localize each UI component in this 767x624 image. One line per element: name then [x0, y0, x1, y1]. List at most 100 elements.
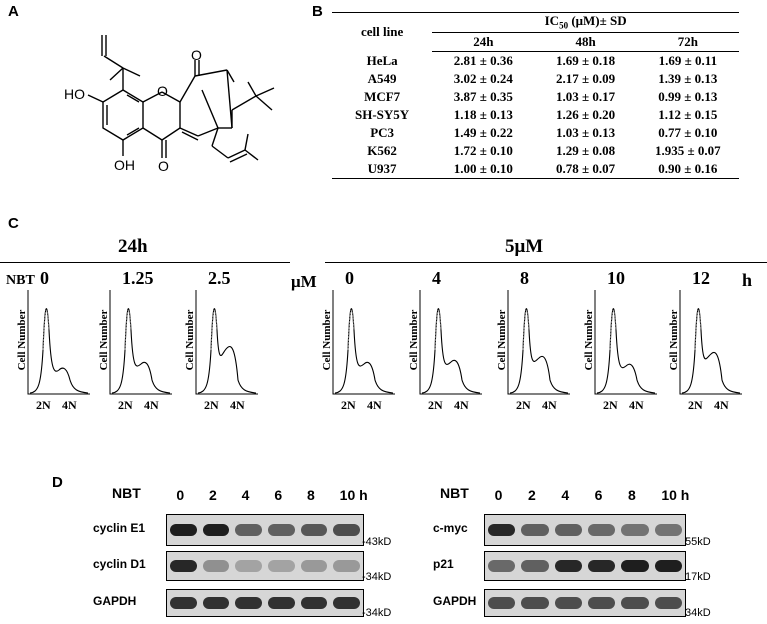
flow-xtick: 4N — [367, 398, 382, 412]
table-value: 1.72 ± 0.10 — [453, 143, 513, 158]
flow-rule-left — [0, 262, 290, 263]
table-value: 1.39 ± 0.13 — [658, 71, 718, 86]
table-header-cell-line: cell line — [360, 23, 404, 39]
blot-strip — [166, 589, 364, 617]
table-value: 0.99 ± 0.13 — [658, 89, 718, 104]
blot-band — [300, 560, 328, 572]
blot-band — [202, 560, 230, 572]
blot-band — [554, 560, 582, 572]
flow-histogram-plot — [195, 290, 258, 395]
table-col-24h: 24h — [432, 32, 535, 52]
flow-xtick: 2N — [603, 398, 618, 412]
table-cell-line: MCF7 — [364, 89, 401, 104]
blot-kd-marker: -34kD — [362, 571, 392, 583]
table-row: PC3 1.49 ± 0.22 1.03 ± 0.13 0.77 ± 0.10 — [332, 124, 739, 142]
flow-histogram-curve — [421, 308, 481, 394]
flow-histogram-plot — [507, 290, 570, 395]
blot-lane-label: 4 — [241, 487, 250, 503]
blot-band — [488, 560, 516, 572]
blot-band — [170, 597, 197, 609]
blot-lane-label: 6 — [274, 487, 283, 503]
blot-band — [621, 597, 649, 609]
flow-condition-label: 0 — [40, 268, 49, 288]
table-col-48h: 48h — [534, 32, 637, 52]
flow-xtick: 2N — [688, 398, 703, 412]
table-value: 1.69 ± 0.18 — [556, 53, 616, 68]
flow-xtick: 2N — [341, 398, 356, 412]
flow-xtick: 4N — [629, 398, 644, 412]
flow-xtick: 4N — [542, 398, 557, 412]
flow-histogram-panel: 0 Cell Number 2N 4N — [315, 266, 395, 416]
table-cell-line: A549 — [367, 71, 397, 86]
table-value: 1.03 ± 0.13 — [556, 125, 616, 140]
blot-band — [333, 560, 360, 572]
structure-label-o-ketone: O — [191, 47, 202, 63]
blot-lane-label: 10 h — [339, 487, 368, 503]
blot-lane-label: 6 — [594, 487, 603, 503]
table-row: U937 1.00 ± 0.10 0.78 ± 0.07 0.90 ± 0.16 — [332, 160, 739, 179]
blot-band — [235, 597, 262, 609]
table-value: 1.12 ± 0.15 — [658, 107, 718, 122]
blot-band — [300, 597, 328, 609]
ic50-table: cell line IC50 (μM)± SD 24h 48h 72h HeLa… — [332, 12, 739, 179]
table-cell-line: SH-SY5Y — [355, 107, 410, 122]
blot-band — [170, 524, 197, 536]
blot-band — [621, 560, 649, 572]
blot-band — [333, 597, 360, 609]
flow-xtick: 4N — [714, 398, 729, 412]
blot-band — [554, 597, 582, 609]
blot-band — [488, 597, 516, 609]
blot-band — [268, 597, 295, 609]
flow-histogram-panel: 10 Cell Number 2N 4N — [577, 266, 657, 416]
table-row: K562 1.72 ± 0.10 1.29 ± 0.08 1.935 ± 0.07 — [332, 142, 739, 160]
blot-strip — [484, 589, 686, 617]
table-cell-line: PC3 — [370, 125, 395, 140]
table-cell-line: HeLa — [366, 52, 398, 68]
blot-band — [521, 597, 549, 609]
table-value: 1.00 ± 0.10 — [453, 161, 513, 176]
table-value: 1.49 ± 0.22 — [453, 125, 513, 140]
blot-prefix-nbt: NBT — [440, 485, 469, 501]
flow-xtick: 2N — [36, 398, 51, 412]
flow-xtick: 2N — [516, 398, 531, 412]
blot-strip — [166, 514, 364, 546]
flow-condition-label: 2.5 — [208, 268, 231, 288]
flow-histogram-plot — [332, 290, 395, 395]
blot-band — [202, 597, 230, 609]
blot-lane-label: 4 — [561, 487, 570, 503]
blot-band — [588, 597, 616, 609]
flow-histogram-plot — [109, 290, 172, 395]
flow-histogram-panel: 12 Cell Number 2N 4N — [662, 266, 742, 416]
flow-histogram-panel: 0 Cell Number 2N 4N — [10, 266, 90, 416]
table-cell-line: U937 — [367, 161, 397, 176]
table-row: MCF7 3.87 ± 0.35 1.03 ± 0.17 0.99 ± 0.13 — [332, 88, 739, 106]
flow-histogram-panel: 8 Cell Number 2N 4N — [490, 266, 570, 416]
flow-prefix-um: μM — [291, 272, 317, 291]
blot-strip — [166, 551, 364, 581]
flow-condition-label: 4 — [432, 268, 441, 288]
blot-band — [521, 560, 549, 572]
flow-histogram-curve — [111, 308, 171, 394]
blot-band — [268, 524, 295, 536]
flow-xtick: 4N — [144, 398, 159, 412]
blot-band — [521, 524, 549, 536]
flow-histogram-plot — [419, 290, 482, 395]
table-col-72h: 72h — [636, 32, 739, 52]
flow-xtick: 4N — [454, 398, 469, 412]
flow-xtick: 2N — [118, 398, 133, 412]
blot-band — [588, 560, 616, 572]
flow-histogram-curve — [509, 308, 569, 394]
blot-lane-label: 0 — [176, 487, 185, 503]
blot-lane-label: 8 — [628, 487, 636, 503]
blot-kd-marker: 34kD — [685, 607, 711, 619]
table-value: 1.935 ± 0.07 — [655, 143, 721, 158]
table-value: 1.18 ± 0.13 — [453, 107, 513, 122]
table-value: 1.03 ± 0.17 — [556, 89, 616, 104]
blot-lane-label: 0 — [494, 487, 503, 503]
flow-histogram-curve — [681, 308, 741, 394]
flow-histogram-plot — [679, 290, 742, 395]
blot-band — [300, 524, 328, 536]
table-cell-line: K562 — [367, 143, 397, 158]
blot-kd-marker: -34kD — [362, 607, 392, 619]
flow-histogram-curve — [197, 308, 257, 394]
